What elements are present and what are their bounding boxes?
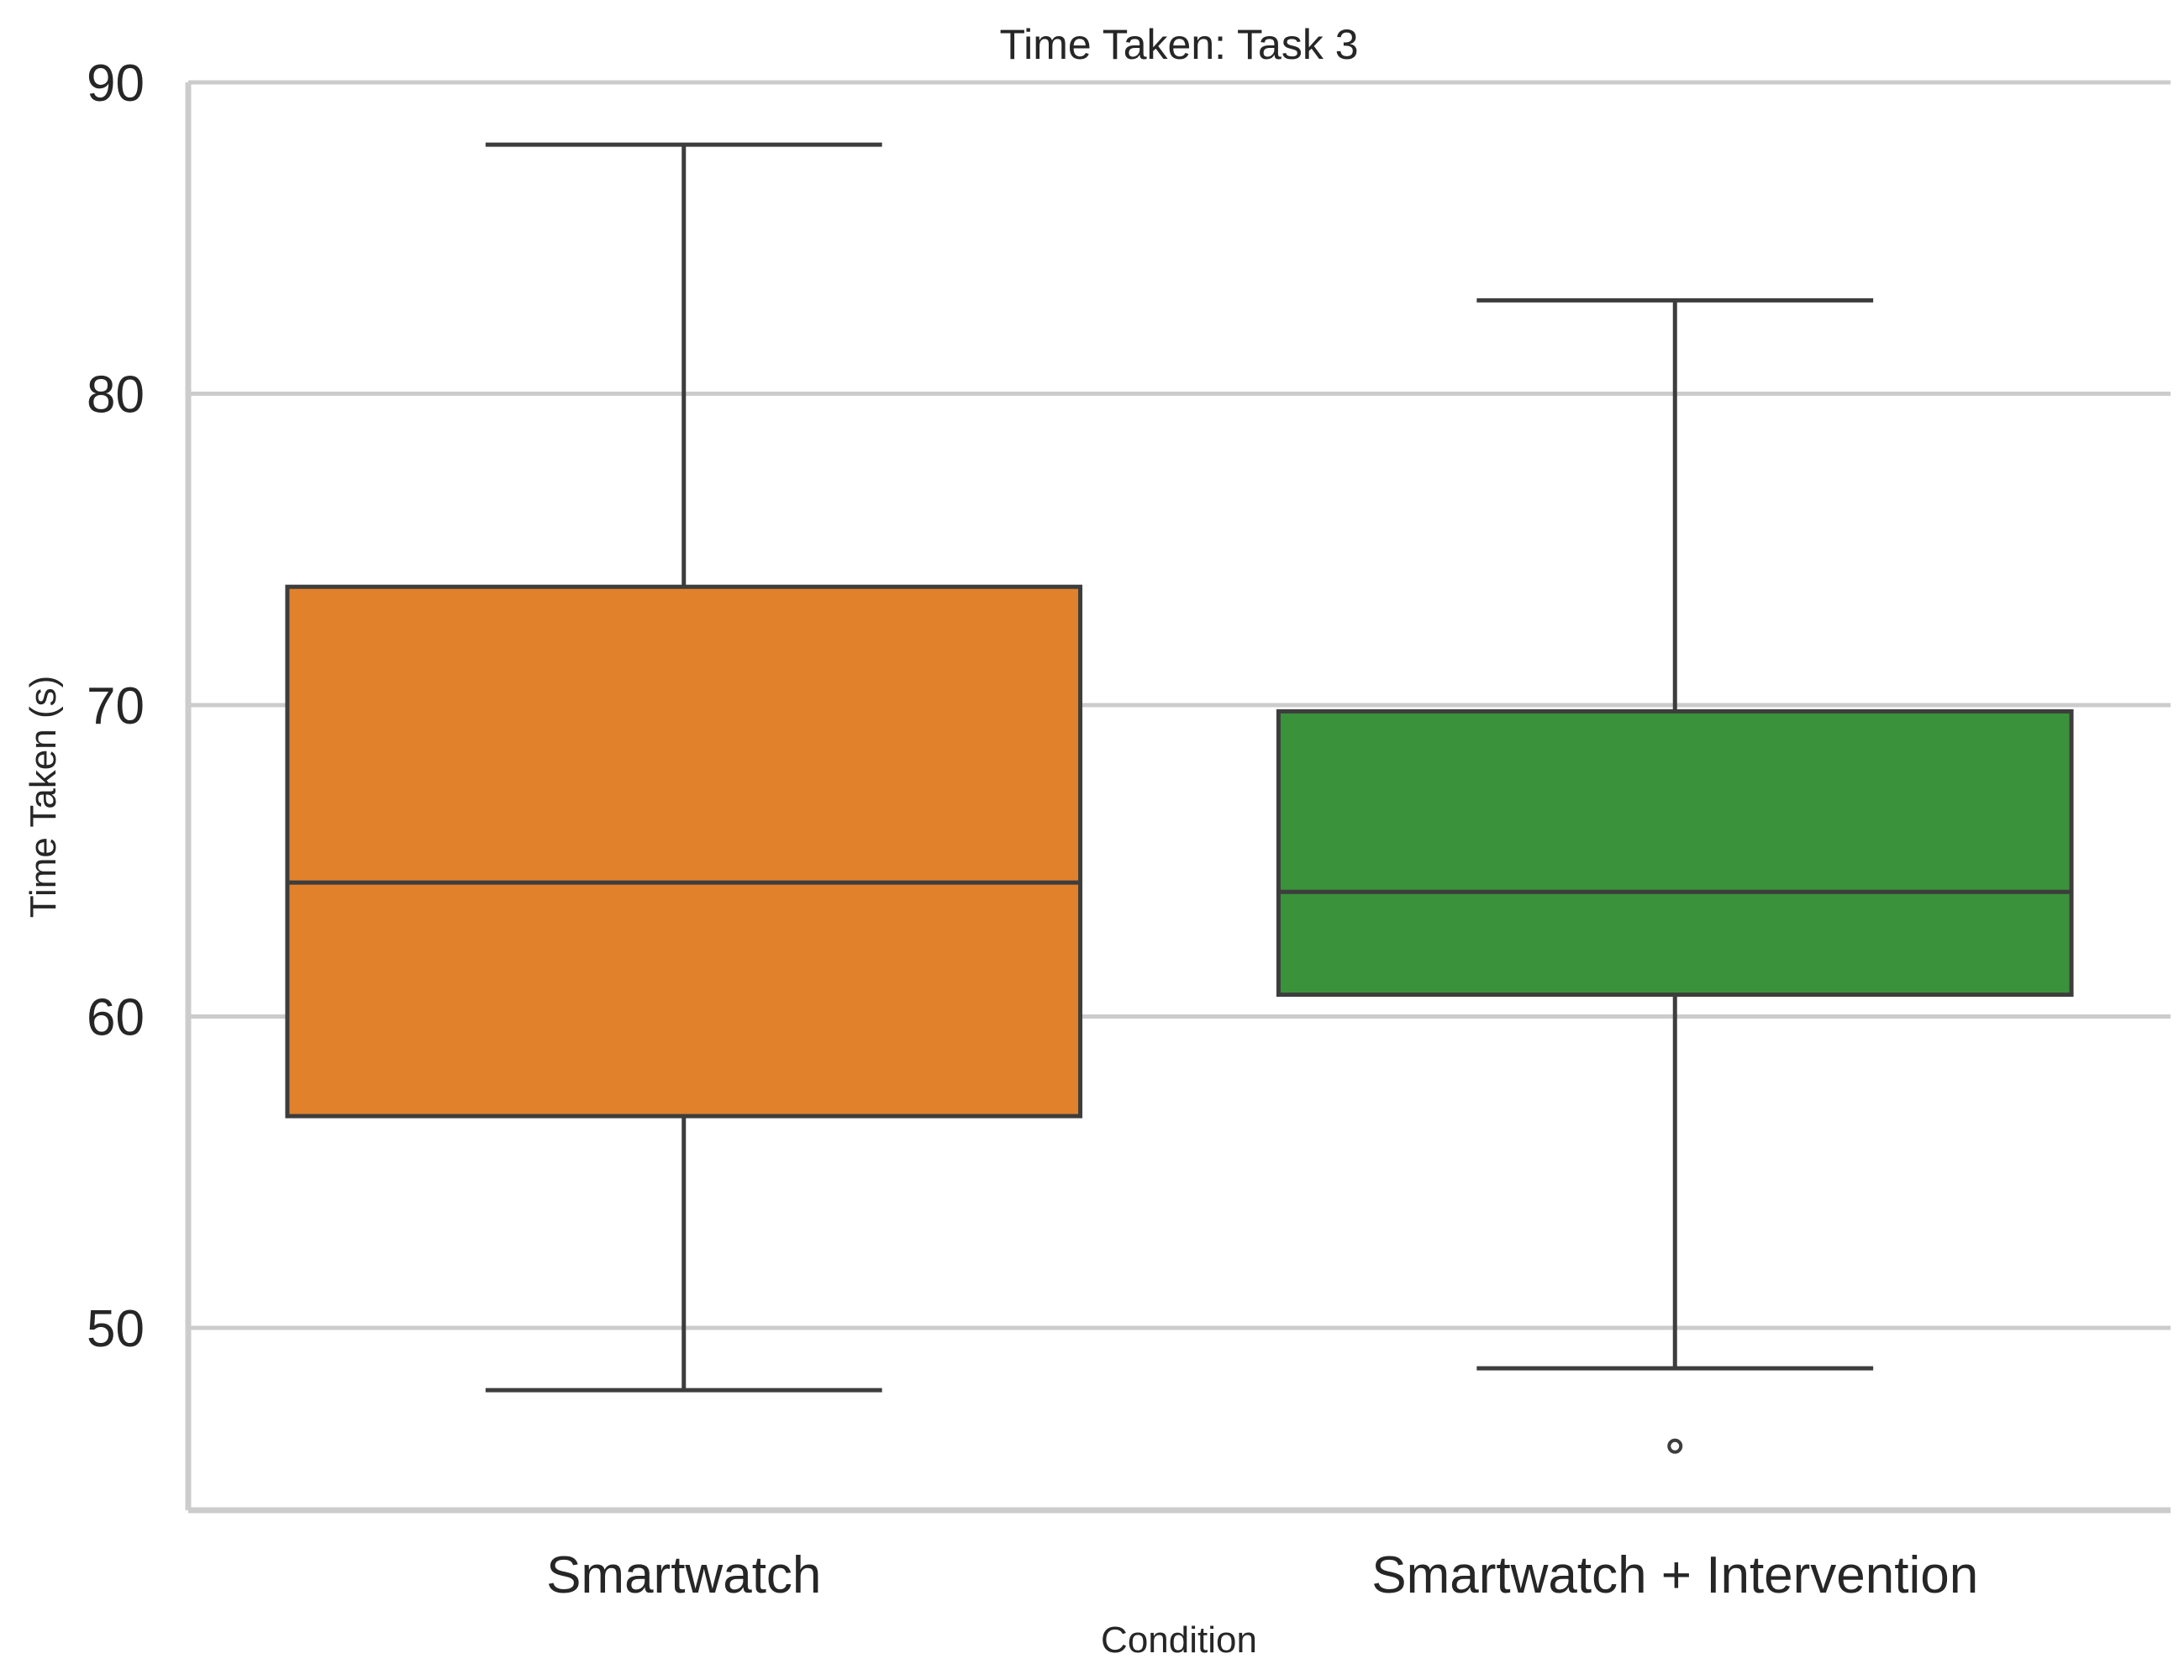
y-tick-label: 60: [87, 989, 145, 1047]
x-tick-label: Smartwatch + Intervention: [1371, 1546, 1978, 1604]
box-group: [1276, 298, 2074, 1454]
y-axis-label: Time Taken (s): [23, 676, 64, 919]
box-iqr: [1276, 708, 2074, 998]
chart-title: Time Taken: Task 3: [999, 21, 1358, 68]
boxes: [285, 142, 2074, 1454]
y-tick-label: 70: [87, 677, 145, 735]
outlier-point: [1667, 1438, 1683, 1454]
box-group: [285, 142, 1083, 1393]
y-tick-label: 90: [87, 55, 145, 113]
axis-spines: [185, 82, 2171, 1514]
x-tick-label: Smartwatch: [546, 1546, 821, 1604]
x-axis-label: Condition: [1101, 1619, 1257, 1661]
box-iqr: [285, 584, 1083, 1119]
y-tick-label: 50: [87, 1300, 145, 1358]
y-tick-label: 80: [87, 366, 145, 424]
tick-labels: 50 60 70 80 90 Smartwatch Smartwatch + Interve…: [87, 55, 1978, 1604]
